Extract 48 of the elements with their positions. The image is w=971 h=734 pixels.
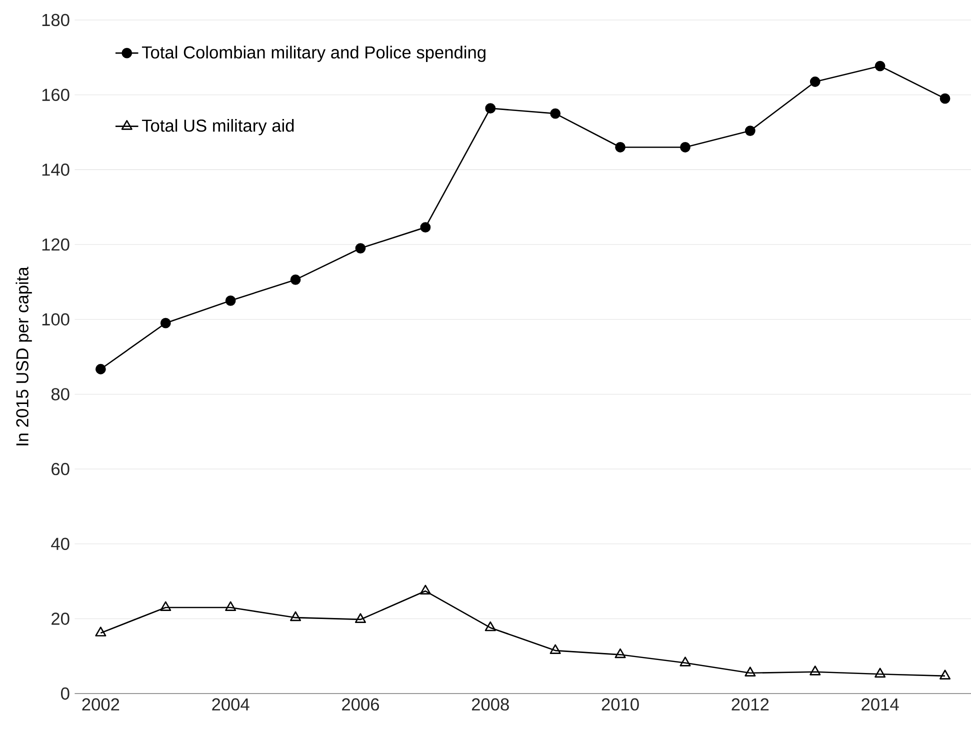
point — [940, 670, 951, 680]
y-tick-label: 80 — [51, 388, 70, 401]
x-tick-label: 2008 — [472, 698, 509, 711]
y-tick-label: 40 — [51, 538, 70, 550]
point — [744, 666, 756, 677]
point — [225, 296, 236, 306]
legend-label: Total Colombian military and Police spending — [142, 46, 486, 62]
point — [420, 584, 431, 595]
x-tick-label: 2002 — [82, 698, 120, 711]
x-tick-label: 2012 — [732, 698, 769, 711]
point — [615, 142, 626, 153]
point — [874, 61, 886, 72]
point — [225, 601, 236, 612]
x-tick-label: 2010 — [602, 698, 639, 711]
point — [160, 318, 171, 329]
point — [290, 274, 301, 286]
point — [290, 612, 302, 622]
y-axis-title: In 2015 USD per capita — [16, 266, 32, 446]
point — [744, 126, 756, 136]
point — [420, 222, 431, 233]
point — [810, 666, 821, 676]
point — [680, 142, 690, 153]
legend-label: Total US military aid — [142, 119, 294, 136]
point — [680, 656, 691, 667]
point — [940, 94, 950, 104]
y-tick-label: 120 — [42, 238, 70, 251]
point — [485, 103, 496, 114]
y-tick-label: 100 — [42, 313, 70, 326]
point — [550, 644, 561, 654]
point — [874, 668, 886, 678]
point — [614, 648, 626, 658]
point — [484, 622, 496, 632]
y-tick-label: 60 — [52, 463, 70, 476]
x-tick-label: 2014 — [862, 698, 899, 711]
point — [550, 108, 561, 119]
point — [354, 613, 366, 624]
y-tick-label: 20 — [52, 612, 70, 626]
y-tick-label: 180 — [42, 14, 70, 26]
y-tick-label: 160 — [42, 88, 70, 102]
point — [95, 626, 106, 637]
y-tick-label: 0 — [61, 688, 70, 700]
x-tick-label: 2004 — [212, 698, 250, 711]
y-tick-label: 140 — [42, 164, 70, 176]
x-tick-label: 2006 — [342, 698, 380, 711]
point — [160, 601, 172, 612]
point — [810, 76, 820, 88]
point — [95, 364, 106, 375]
point — [355, 243, 366, 254]
